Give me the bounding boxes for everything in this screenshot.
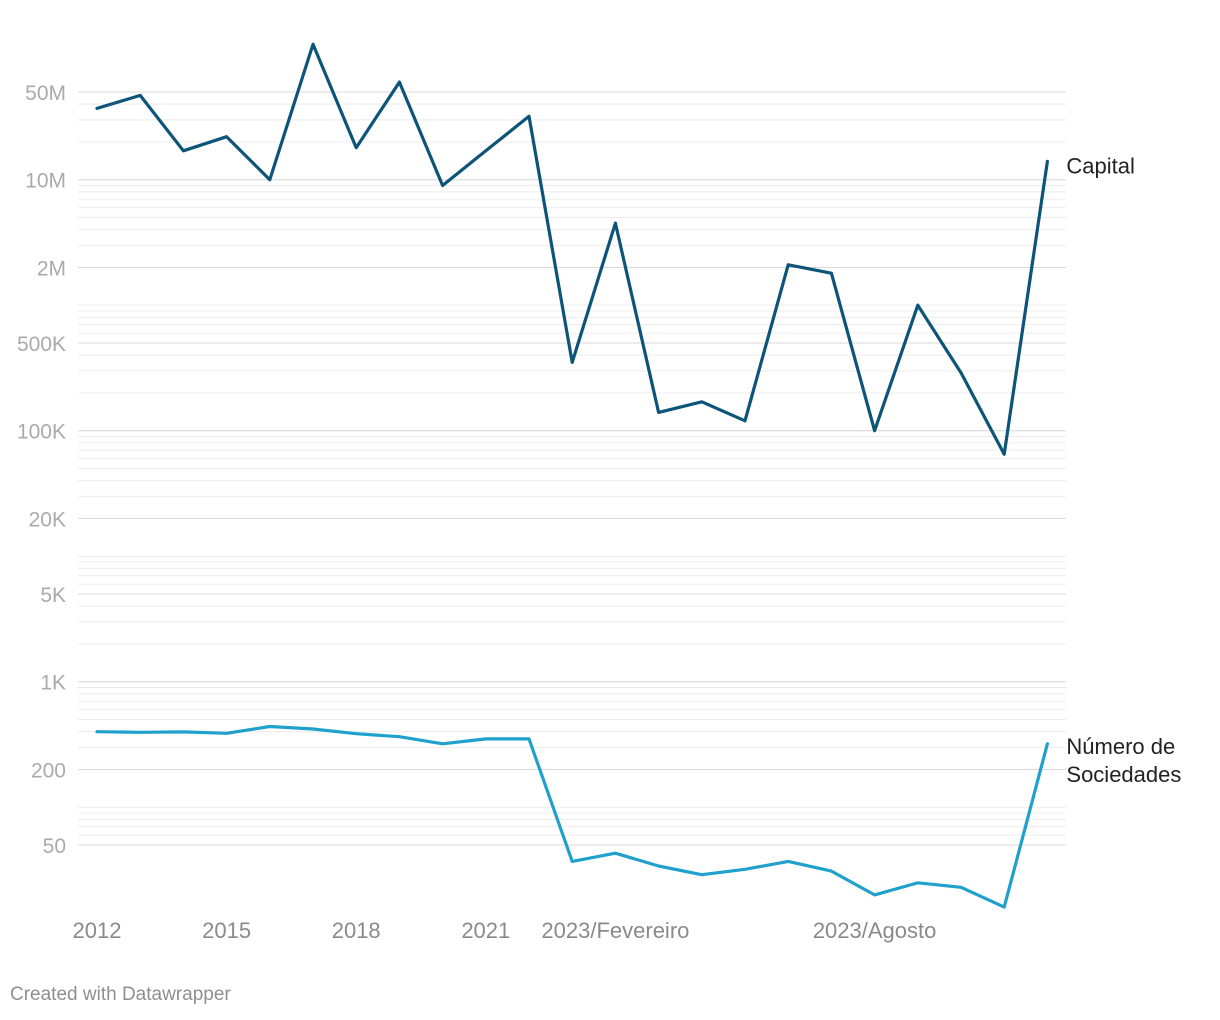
x-tick-label: 2021 bbox=[461, 918, 510, 943]
y-tick-label: 1K bbox=[40, 672, 66, 695]
y-tick-label: 5K bbox=[40, 584, 66, 607]
series-label-line: Número de bbox=[1066, 734, 1175, 759]
series-label-capital: Capital bbox=[1066, 153, 1134, 178]
y-tick-label: 20K bbox=[29, 508, 66, 531]
series-line-numero-de-sociedades bbox=[95, 724, 1050, 909]
x-tick-label: 2012 bbox=[73, 918, 122, 943]
x-tick-label: 2018 bbox=[332, 918, 381, 943]
series-label-line: Sociedades bbox=[1066, 762, 1181, 787]
series-label-numero-de-sociedades: Número de Sociedades bbox=[1066, 734, 1181, 787]
y-tick-label: 200 bbox=[31, 759, 66, 782]
y-tick-label: 100K bbox=[17, 421, 66, 444]
y-tick-label: 50 bbox=[43, 835, 66, 858]
y-tick-label: 50M bbox=[25, 82, 66, 105]
line-chart: 50M 10M 2M 500K 100K 20K 5K 1K 200 50 2012 2015 2018… bbox=[17, 42, 1181, 943]
x-tick-label: 2015 bbox=[202, 918, 251, 943]
y-tick-label: 2M bbox=[37, 257, 66, 280]
x-tick-label: 2023/Agosto bbox=[813, 918, 937, 943]
x-tick-label: 2023/Fevereiro bbox=[541, 918, 689, 943]
datawrapper-credit: Created with Datawrapper bbox=[10, 984, 231, 1005]
y-tick-label: 10M bbox=[25, 170, 66, 193]
y-tick-label: 500K bbox=[17, 333, 66, 356]
series-line-capital bbox=[95, 42, 1050, 456]
